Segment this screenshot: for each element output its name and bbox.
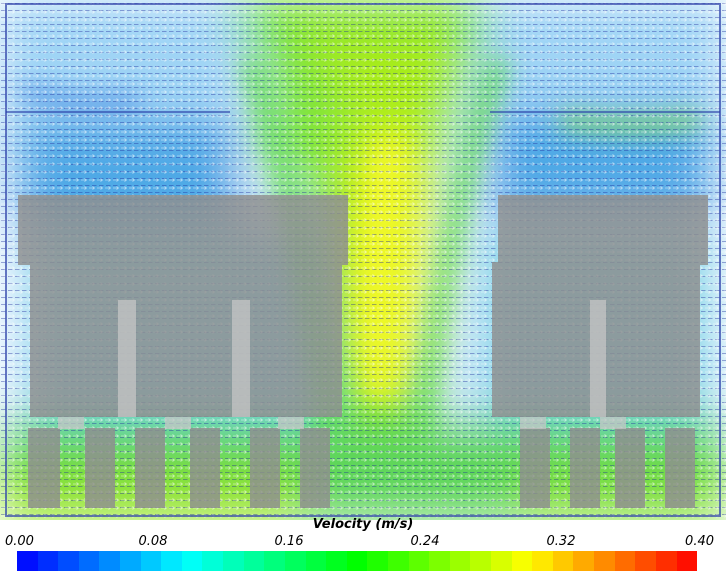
colorbar-swatch: [305, 551, 327, 571]
colorbar-swatch: [532, 551, 553, 571]
colorbar-swatch: [367, 551, 388, 571]
block-gaps-left: [58, 300, 304, 429]
block-gaps-right: [520, 300, 626, 429]
colorbar-swatch: [99, 551, 121, 571]
colorbar-swatch: [408, 551, 430, 571]
colorbar-swatch: [326, 551, 347, 571]
colorbar-tick-label: 0.00: [5, 534, 34, 549]
colorbar-tick-label: 0.24: [410, 534, 440, 549]
colorbar-swatch: [346, 551, 368, 571]
colorbar-swatch: [140, 551, 162, 571]
colorbar-swatch: [17, 551, 38, 571]
domain-outline: [5, 3, 721, 517]
colorbar-swatch: [676, 551, 698, 571]
colorbar-swatch: [243, 551, 265, 571]
colorbar-swatch: [511, 551, 533, 571]
colorbar-swatch: [78, 551, 100, 571]
colorbar-tick-label: 0.32: [546, 534, 576, 549]
colorbar-swatch: [491, 551, 512, 571]
colorbar-tick-label: 0.08: [138, 534, 168, 549]
colorbar-swatch: [223, 551, 244, 571]
colorbar-tick-label: 0.40: [685, 534, 714, 549]
colorbar-swatch: [614, 551, 636, 571]
colorbar-swatch: [429, 551, 450, 571]
colorbar-swatch: [387, 551, 409, 571]
colorbar-swatch: [181, 551, 203, 571]
colorbar-swatch: [552, 551, 574, 571]
colorbar-swatch: [635, 551, 656, 571]
velocity-colorbar: [17, 551, 698, 571]
colorbar-swatch: [655, 551, 677, 571]
colorbar-tick-label: 0.16: [274, 534, 304, 549]
colorbar-swatch: [264, 551, 285, 571]
colorbar-swatch: [594, 551, 615, 571]
colorbar-swatch: [37, 551, 59, 571]
colorbar-swatch: [573, 551, 595, 571]
velocity-vector-field: [0, 0, 726, 520]
colorbar-swatch: [58, 551, 79, 571]
colorbar-swatch: [120, 551, 141, 571]
obstruction-blocks-left: [18, 195, 348, 508]
colorbar-swatch: [202, 551, 224, 571]
colorbar-swatch: [161, 551, 182, 571]
colorbar-swatch: [470, 551, 492, 571]
colorbar-swatch: [284, 551, 306, 571]
colorbar-title: Velocity (m/s): [312, 517, 414, 532]
colorbar-swatch: [449, 551, 471, 571]
